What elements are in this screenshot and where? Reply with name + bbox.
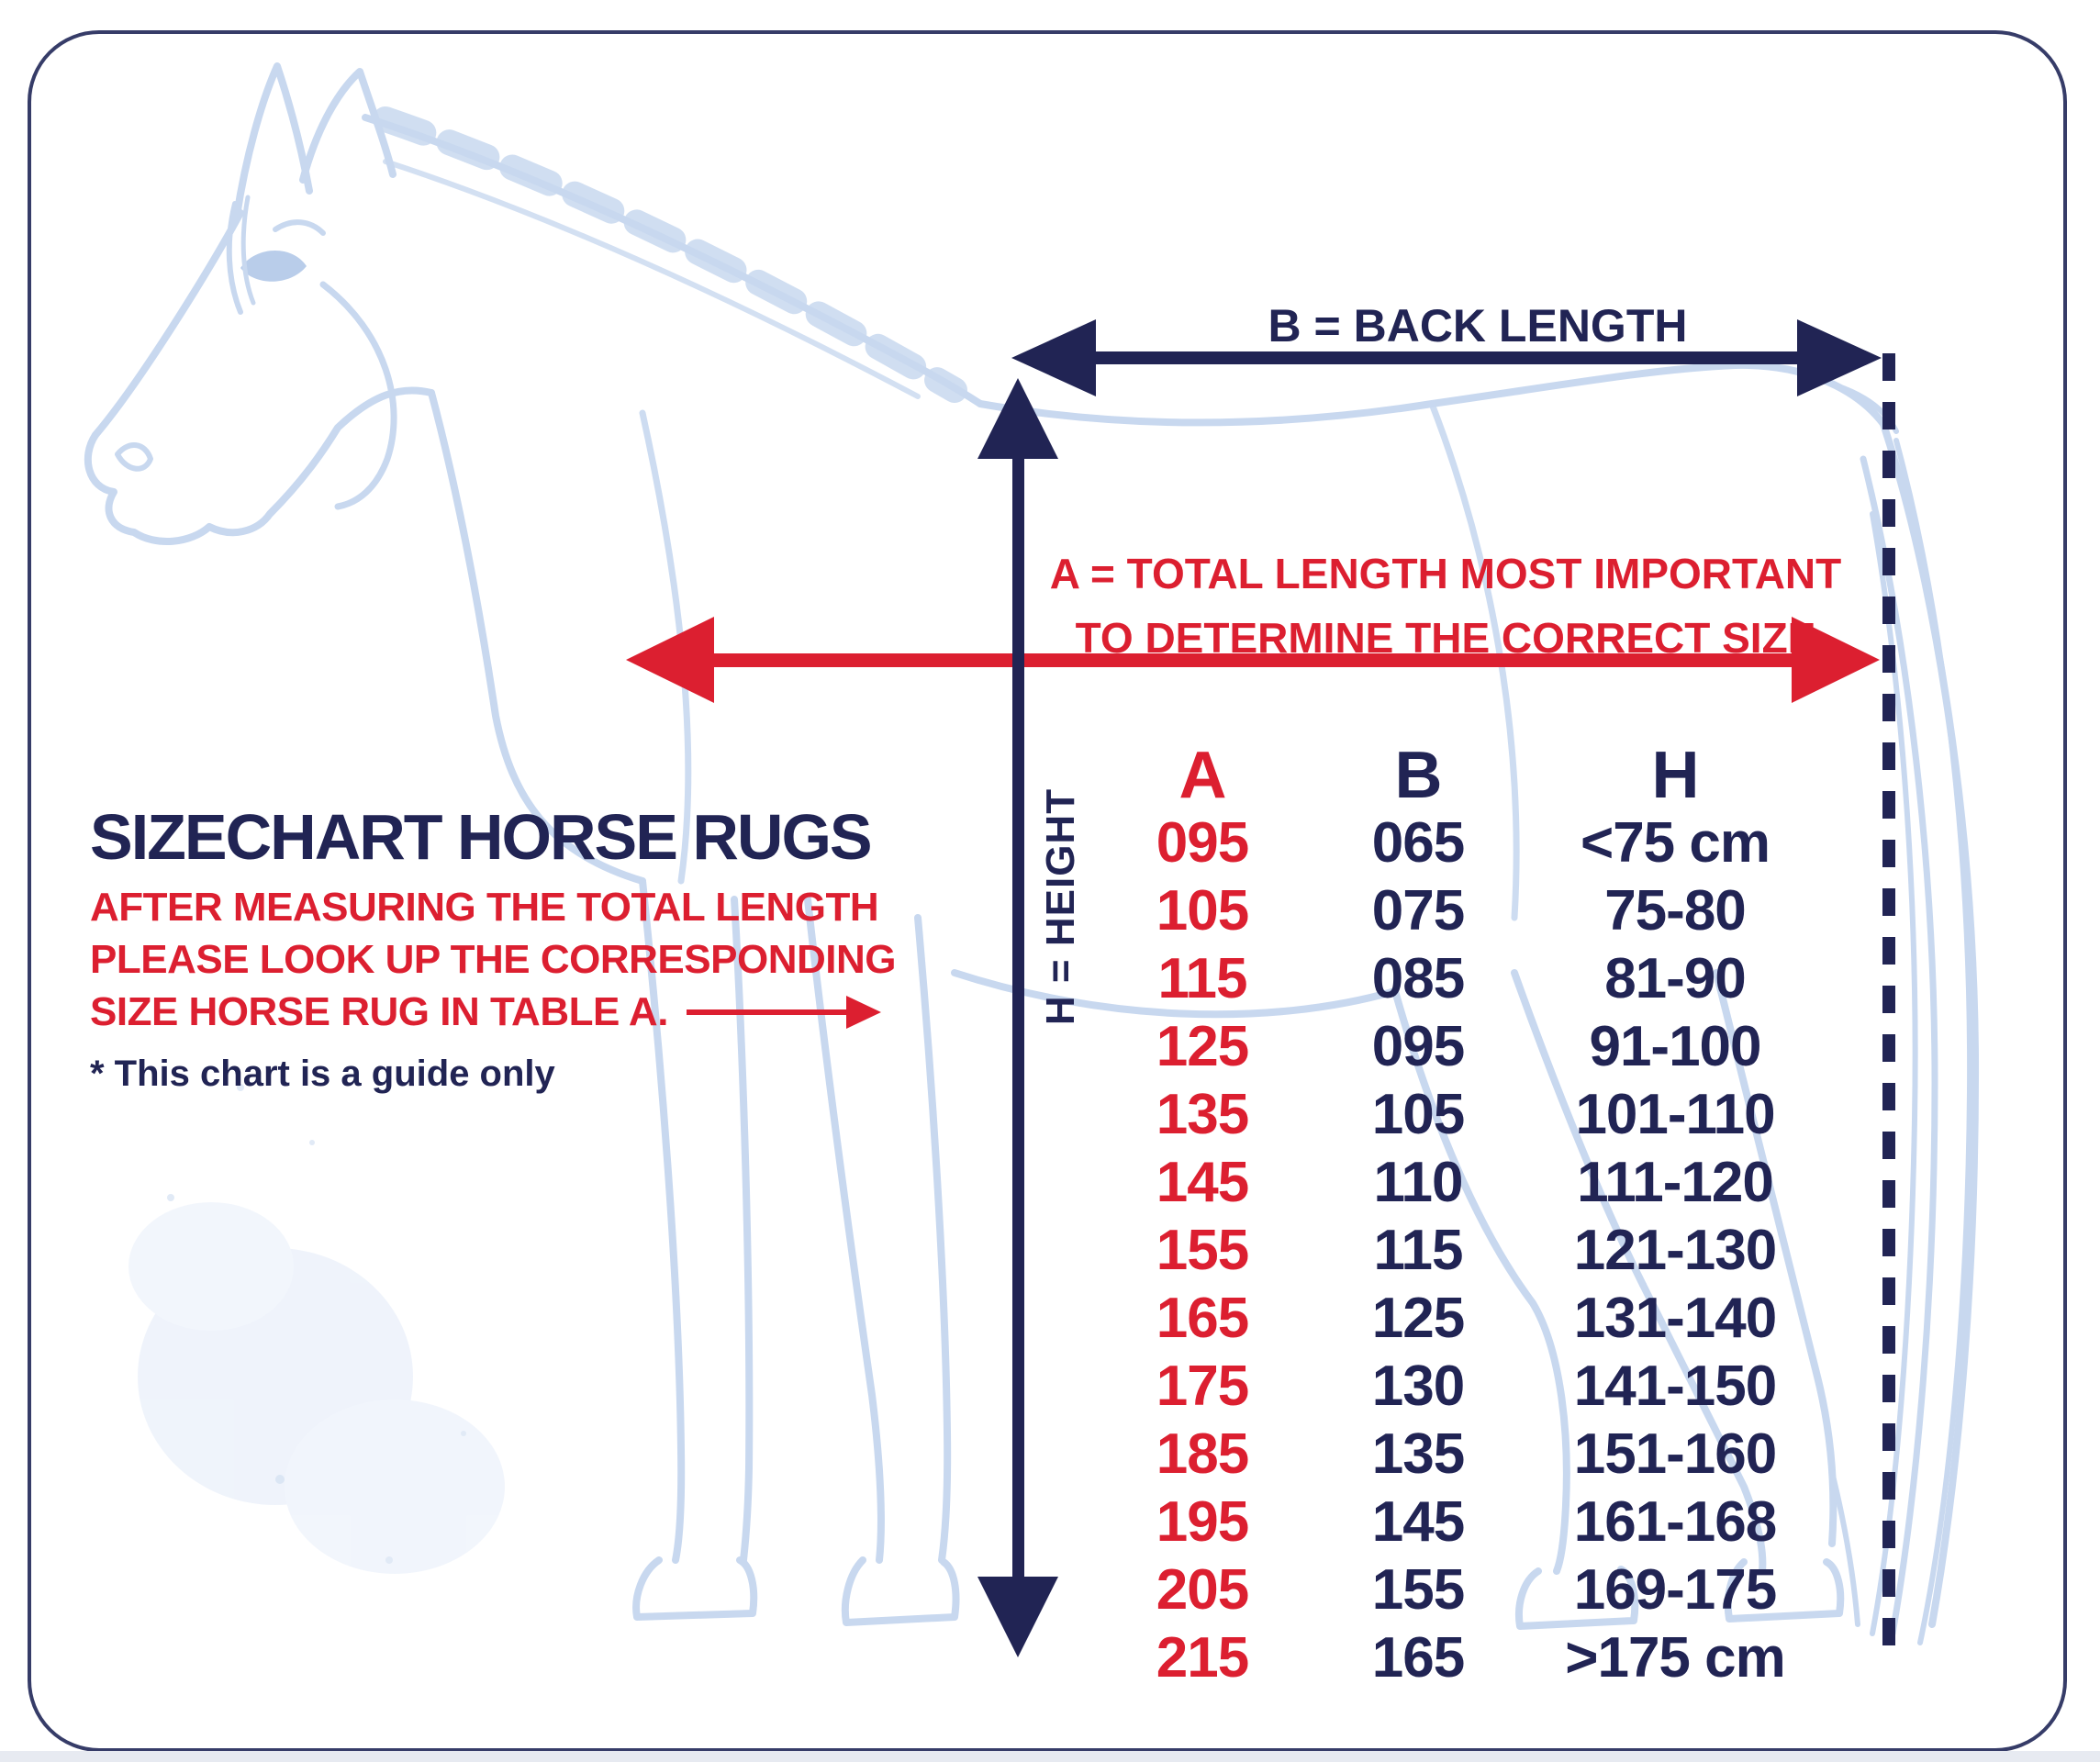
table-cell-r9-a: 175	[1156, 1354, 1249, 1418]
chart-frame	[28, 30, 2067, 1752]
bottom-edge-strip	[0, 1751, 2100, 1762]
table-cell-r5-b: 105	[1371, 1082, 1465, 1146]
h-arrow-line	[1012, 455, 1024, 1581]
table-cell-r2-h: 75-80	[1604, 878, 1747, 942]
horse-mane	[362, 106, 984, 407]
table-cell-r9-b: 130	[1371, 1354, 1465, 1418]
table-cell-r4-h: 91-100	[1589, 1014, 1761, 1078]
table-cell-r10-b: 135	[1371, 1422, 1465, 1486]
b-arrow-right-head-icon	[1797, 319, 1882, 396]
table-cell-r12-a: 205	[1156, 1557, 1249, 1622]
page-title: SIZECHART HORSE RUGS	[90, 801, 873, 873]
table-header-b: B	[1394, 739, 1443, 812]
table-cell-r8-h: 131-140	[1573, 1286, 1778, 1350]
table-cell-r11-h: 161-168	[1573, 1489, 1778, 1554]
a-arrow-right-head-icon	[1792, 617, 1880, 703]
tail-measure-dashed-line	[1882, 353, 1895, 1659]
a-arrow-line	[709, 653, 1799, 667]
b-arrow-label: B = BACK LENGTH	[1268, 300, 1688, 351]
background-smudge	[128, 1084, 505, 1574]
guide-footnote: * This chart is a guide only	[90, 1054, 555, 1094]
a-arrow-label-line1: A = TOTAL LENGTH MOST IMPORTANT	[1049, 550, 1842, 597]
instruction-text: AFTER MEASURING THE TOTAL LENGTH PLEASE …	[90, 881, 896, 1038]
table-cell-r13-a: 215	[1156, 1625, 1249, 1690]
table-cell-r11-a: 195	[1156, 1489, 1249, 1554]
table-cell-r4-b: 095	[1371, 1014, 1465, 1078]
table-cell-r1-b: 065	[1371, 810, 1465, 875]
a-arrow-left-head-icon	[626, 617, 714, 703]
table-cell-r6-h: 111-120	[1577, 1150, 1774, 1214]
table-cell-r13-h: >175 cm	[1565, 1625, 1786, 1690]
table-cell-r3-b: 085	[1371, 946, 1465, 1010]
table-cell-r13-b: 165	[1371, 1625, 1465, 1690]
table-cell-r4-a: 125	[1156, 1014, 1249, 1078]
table-cell-r12-b: 155	[1371, 1557, 1465, 1622]
table-cell-r6-a: 145	[1156, 1150, 1249, 1214]
b-arrow-line	[1083, 351, 1808, 364]
size-table: A B H 095 065 <75 cm 105 075 75-80 115 085 81-90 125…	[1088, 739, 1831, 1691]
table-cell-r6-b: 110	[1373, 1150, 1463, 1214]
table-cell-r8-b: 125	[1371, 1286, 1465, 1350]
table-pointer-arrow-head-icon	[846, 996, 881, 1029]
table-cell-r10-a: 185	[1156, 1422, 1249, 1486]
h-arrow-top-head-icon	[977, 378, 1058, 459]
table-cell-r7-h: 121-130	[1573, 1218, 1778, 1282]
table-cell-r5-h: 101-110	[1575, 1082, 1775, 1146]
instruction-line3: SIZE HORSE RUG IN TABLE A.	[90, 989, 668, 1034]
table-cell-r3-h: 81-90	[1604, 946, 1747, 1010]
instruction-line2: PLEASE LOOK UP THE CORRESPONDING	[90, 937, 896, 982]
table-cell-r1-a: 095	[1156, 810, 1249, 875]
table-cell-r5-a: 135	[1156, 1082, 1249, 1146]
instruction-line1: AFTER MEASURING THE TOTAL LENGTH	[90, 885, 879, 930]
h-arrow-label: H = HEIGHT	[1038, 787, 1083, 1026]
table-cell-r9-h: 141-150	[1573, 1354, 1778, 1418]
table-cell-r2-a: 105	[1156, 878, 1249, 942]
table-header-h: H	[1651, 739, 1700, 812]
table-header-a: A	[1178, 739, 1227, 812]
table-cell-r7-b: 115	[1373, 1218, 1463, 1282]
horse-head	[84, 62, 435, 545]
table-cell-r3-a: 115	[1157, 946, 1247, 1010]
table-cell-r10-h: 151-160	[1573, 1422, 1778, 1486]
a-arrow-label: A = TOTAL LENGTH MOST IMPORTANT TO DETER…	[1037, 541, 1854, 670]
table-cell-r7-a: 155	[1156, 1218, 1249, 1282]
table-cell-r11-b: 145	[1371, 1489, 1465, 1554]
h-arrow-bottom-head-icon	[977, 1577, 1058, 1657]
table-cell-r2-b: 075	[1371, 878, 1465, 942]
table-cell-r1-h: <75 cm	[1580, 810, 1770, 875]
table-cell-r8-a: 165	[1156, 1286, 1249, 1350]
table-pointer-arrow-line	[687, 1009, 848, 1015]
table-cell-r12-h: 169-175	[1573, 1557, 1778, 1622]
